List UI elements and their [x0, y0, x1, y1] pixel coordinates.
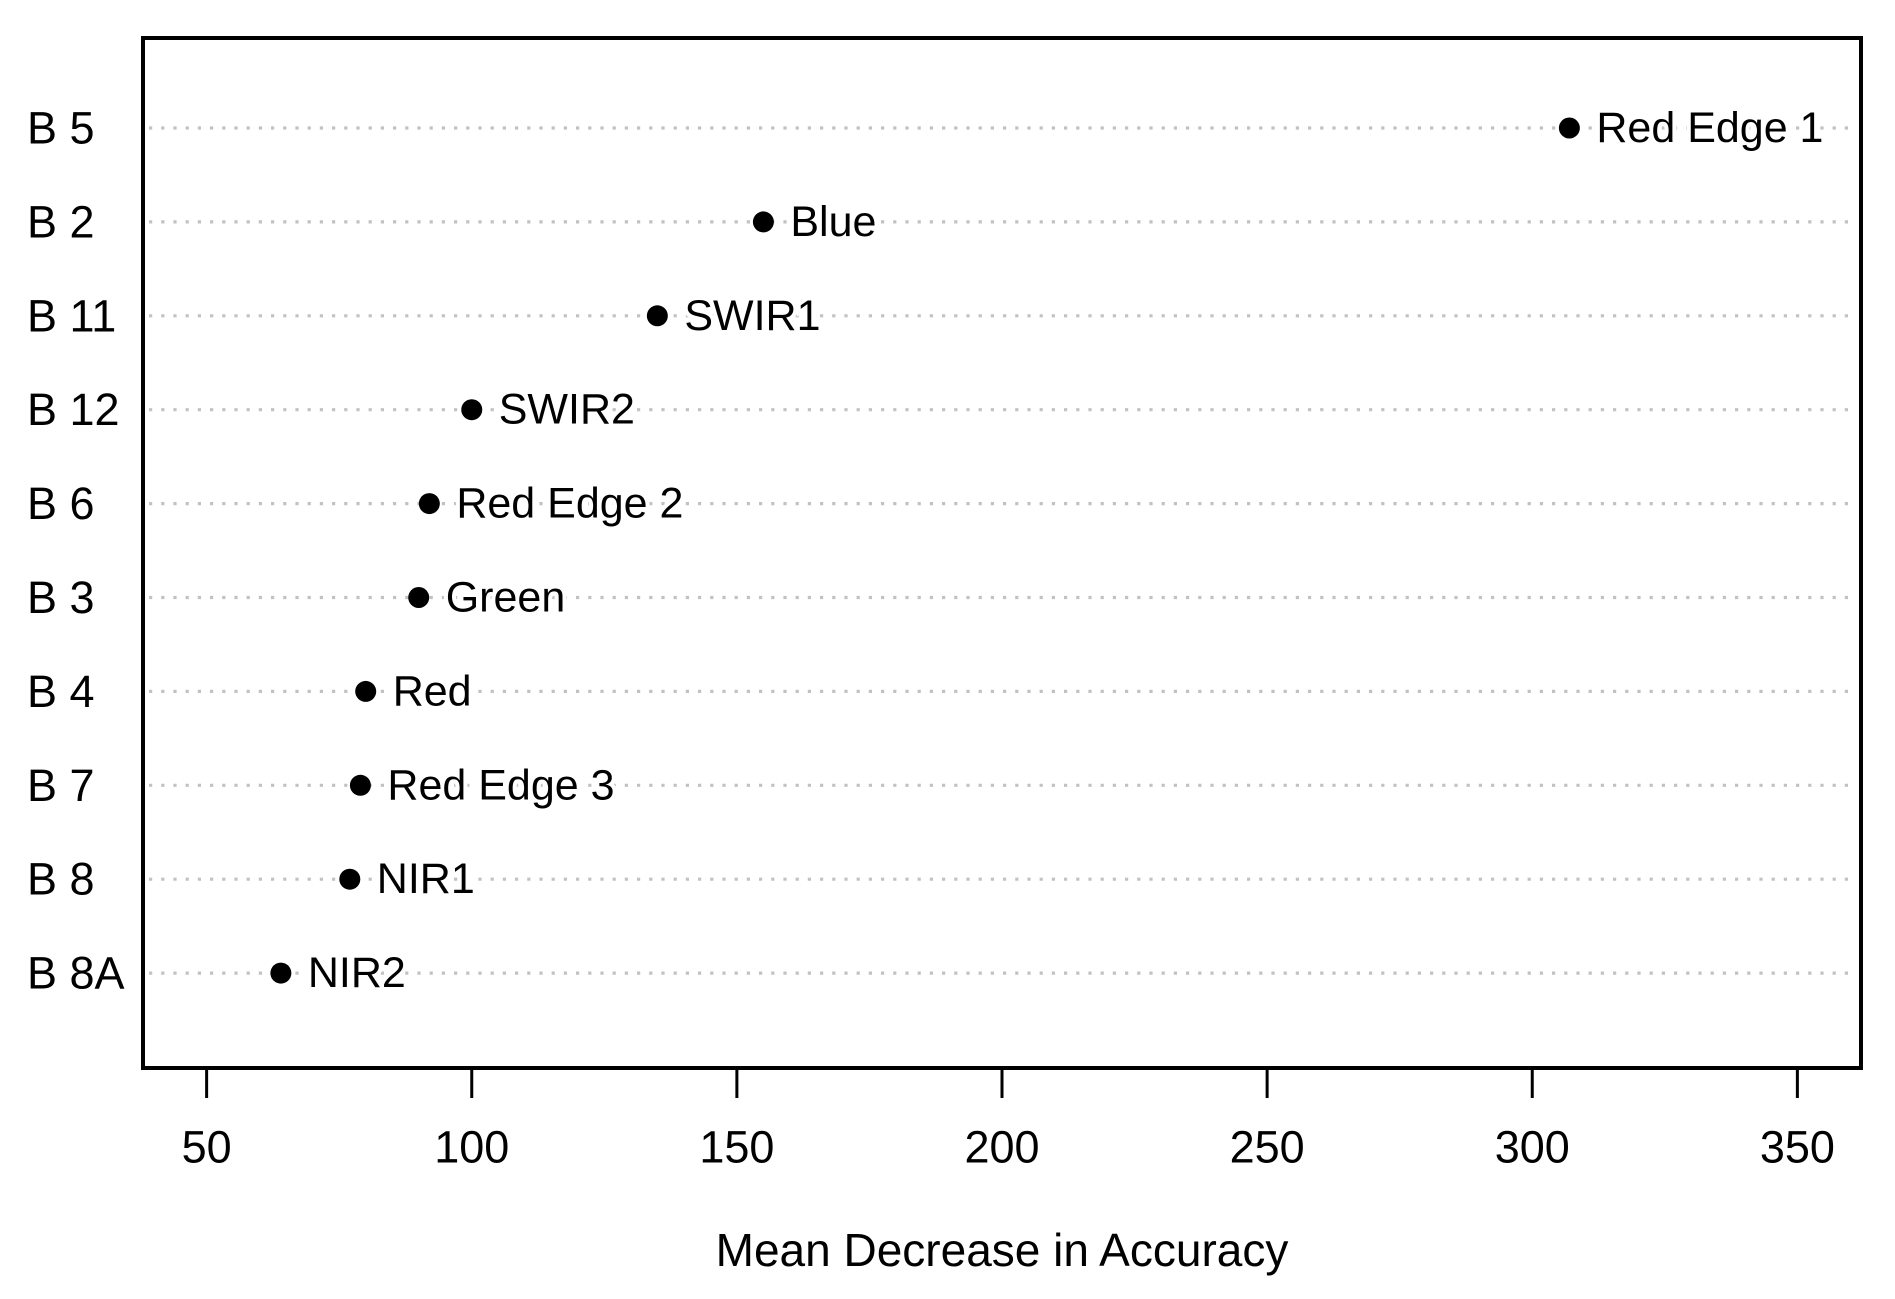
- x-axis-tick-label: 200: [964, 1122, 1039, 1173]
- data-point-label: Blue: [790, 198, 876, 246]
- x-axis-tick-label: 250: [1230, 1122, 1305, 1173]
- x-axis-tick-label: 300: [1495, 1122, 1570, 1173]
- data-point: [752, 211, 774, 233]
- data-point-label: NIR2: [308, 949, 406, 997]
- plot-area: [141, 36, 1863, 1070]
- data-point: [461, 399, 483, 421]
- data-point-label: Red: [393, 667, 472, 715]
- data-point: [355, 680, 377, 702]
- data-point: [646, 305, 668, 327]
- y-axis-label: B 7: [27, 760, 95, 811]
- data-point: [270, 962, 292, 984]
- data-point: [418, 493, 440, 515]
- y-axis-label: B 3: [27, 572, 95, 623]
- x-axis-tick-label: 50: [182, 1122, 232, 1173]
- data-point-label: Red Edge 1: [1596, 104, 1823, 152]
- y-axis-label: B 12: [27, 384, 120, 435]
- y-axis-label: B 4: [27, 666, 95, 717]
- y-axis-label: B 5: [27, 103, 95, 154]
- point-layer: Red Edge 1 Blue SWIR1 SWIR2 Red Edge 2 Green R…: [270, 100, 1827, 1001]
- data-point: [1558, 117, 1580, 139]
- data-point-label: NIR1: [377, 855, 475, 903]
- data-point-label: SWIR2: [499, 386, 635, 434]
- data-point: [339, 868, 361, 890]
- y-axis-label: B 2: [27, 196, 95, 247]
- data-point: [408, 587, 430, 608]
- y-axis-label: B 8A: [27, 948, 125, 999]
- y-axis-label: B 8: [27, 854, 95, 905]
- axis-layer: B 5 B 2 B 11 B 12 B 6 B 3 B 4 B 7 B 8 B 8A 50 100 15…: [27, 103, 1835, 1173]
- x-axis-tick-label: 150: [699, 1122, 774, 1173]
- data-point: [349, 774, 371, 796]
- x-axis-tick-label: 100: [434, 1122, 509, 1173]
- x-axis-tick-label: 350: [1760, 1122, 1835, 1173]
- x-axis-title: Mean Decrease in Accuracy: [716, 1224, 1289, 1276]
- y-axis-label: B 6: [27, 478, 95, 529]
- y-axis-label: B 11: [27, 290, 116, 341]
- data-point-label: SWIR1: [684, 292, 820, 340]
- data-point-label: Red Edge 2: [456, 480, 683, 528]
- data-point-label: Red Edge 3: [387, 761, 614, 809]
- data-point-label: Green: [446, 574, 566, 622]
